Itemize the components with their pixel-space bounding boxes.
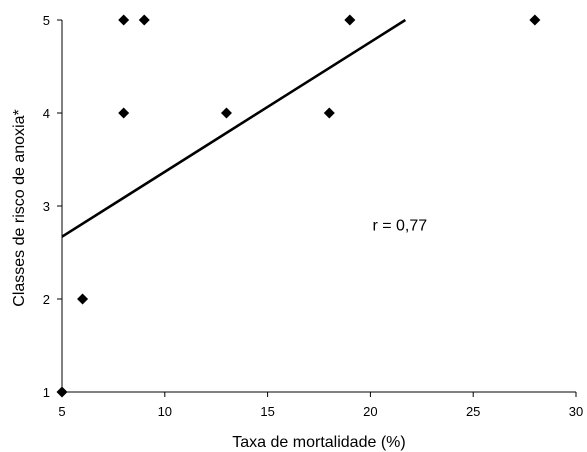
x-tick-label: 20 xyxy=(363,404,377,419)
trend-line xyxy=(61,18,407,238)
x-tick-label: 25 xyxy=(466,404,480,419)
data-point xyxy=(344,14,356,26)
y-axis-ticks xyxy=(57,19,62,393)
data-point xyxy=(323,107,335,119)
data-point xyxy=(118,14,130,26)
y-axis-title: Classes de risco de anoxia* xyxy=(11,109,28,306)
x-tick-label: 10 xyxy=(158,404,172,419)
y-tick-label: 3 xyxy=(43,199,50,214)
data-points xyxy=(56,14,541,398)
y-tick-label: 5 xyxy=(43,13,50,28)
x-tick-label: 5 xyxy=(58,404,65,419)
data-point xyxy=(529,14,541,26)
data-point xyxy=(77,293,89,305)
data-point xyxy=(220,107,232,119)
x-axis-tick-labels: 5 10 15 20 25 30 xyxy=(58,404,583,419)
x-axis-ticks xyxy=(61,392,577,397)
x-tick-label: 30 xyxy=(569,404,583,419)
y-tick-label: 4 xyxy=(43,106,50,121)
data-point xyxy=(118,107,130,119)
x-tick-label: 15 xyxy=(260,404,274,419)
data-point xyxy=(56,386,68,398)
x-axis-title: Taxa de mortalidade (%) xyxy=(232,434,405,451)
data-point xyxy=(138,14,150,26)
y-tick-label: 2 xyxy=(43,292,50,307)
correlation-annotation: r = 0,77 xyxy=(372,218,427,235)
y-tick-label: 1 xyxy=(43,385,50,400)
y-axis-tick-labels: 1 2 3 4 5 xyxy=(43,13,50,400)
